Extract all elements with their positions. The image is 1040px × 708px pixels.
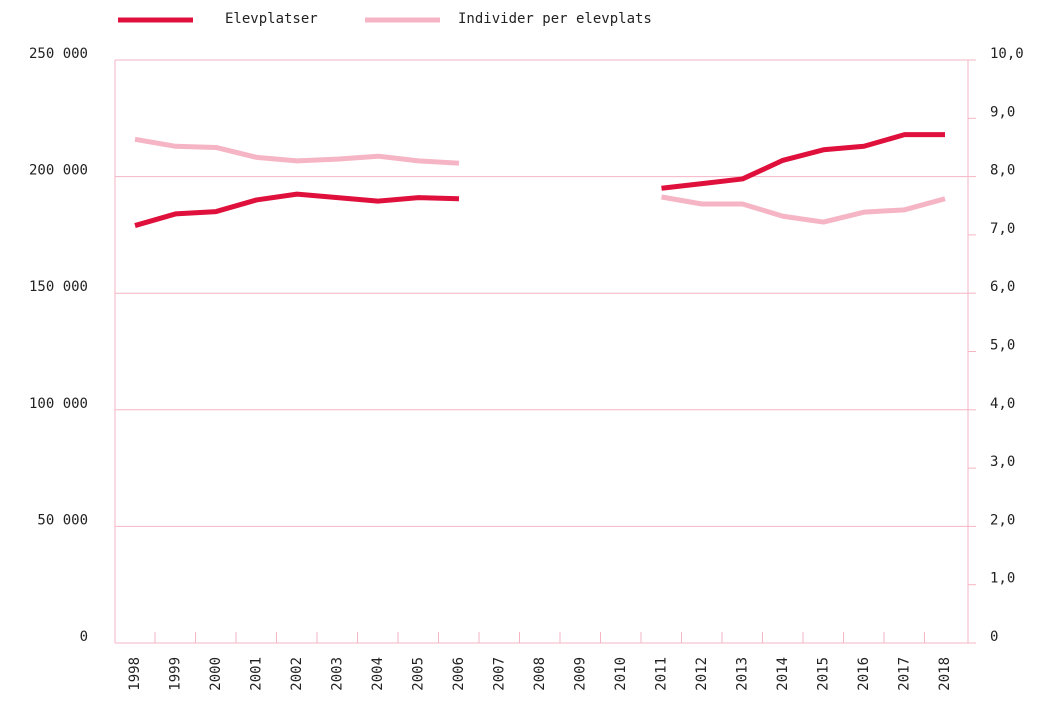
legend-label: Elevplatser [225, 11, 318, 27]
y2-tick-label: 0 [990, 629, 998, 645]
x-tick-label: 2008 [532, 657, 548, 691]
x-tick-label: 2004 [370, 657, 386, 691]
x-tick-label: 1998 [127, 657, 143, 691]
x-tick-label: 2003 [330, 657, 346, 691]
y2-tick-label: 4,0 [990, 396, 1015, 412]
series-line [134, 136, 946, 225]
x-tick-label: 2013 [735, 657, 751, 691]
y2-tick-label: 8,0 [990, 163, 1015, 179]
x-tick-label: 2002 [289, 657, 305, 691]
y-tick-label: 0 [80, 629, 88, 645]
x-tick-label: 2000 [208, 657, 224, 691]
y2-tick-label: 7,0 [990, 221, 1015, 237]
x-tick-label: 2006 [451, 657, 467, 691]
x-tick-label: 2015 [816, 657, 832, 691]
x-tick-label: 2012 [694, 657, 710, 691]
y2-tick-label: 6,0 [990, 279, 1015, 295]
y-tick-label: 100 000 [29, 396, 88, 412]
y-tick-label: 250 000 [29, 46, 88, 62]
y2-tick-label: 1,0 [990, 571, 1015, 587]
x-tick-label: 1999 [168, 657, 184, 691]
x-tick-label: 2016 [856, 657, 872, 691]
x-tick-label: 2007 [492, 657, 508, 691]
y2-tick-label: 10,0 [990, 46, 1024, 62]
y2-tick-label: 9,0 [990, 104, 1015, 120]
y2-tick-label: 5,0 [990, 338, 1015, 354]
legend-label: Individer per elevplats [458, 11, 652, 27]
x-tick-label: 2011 [654, 657, 670, 691]
x-tick-label: 2018 [937, 657, 953, 691]
x-tick-label: 2017 [897, 657, 913, 691]
x-tick-label: 2001 [249, 657, 265, 691]
x-tick-label: 2005 [411, 657, 427, 691]
x-tick-label: 2014 [775, 657, 791, 691]
x-tick-label: 2009 [573, 657, 589, 691]
y-tick-label: 50 000 [37, 512, 88, 528]
y-tick-label: 150 000 [29, 279, 88, 295]
series-line [134, 132, 945, 228]
x-tick-label: 2010 [613, 657, 629, 691]
y2-tick-label: 2,0 [990, 512, 1015, 528]
y2-tick-label: 3,0 [990, 454, 1015, 470]
y-tick-label: 200 000 [29, 163, 88, 179]
